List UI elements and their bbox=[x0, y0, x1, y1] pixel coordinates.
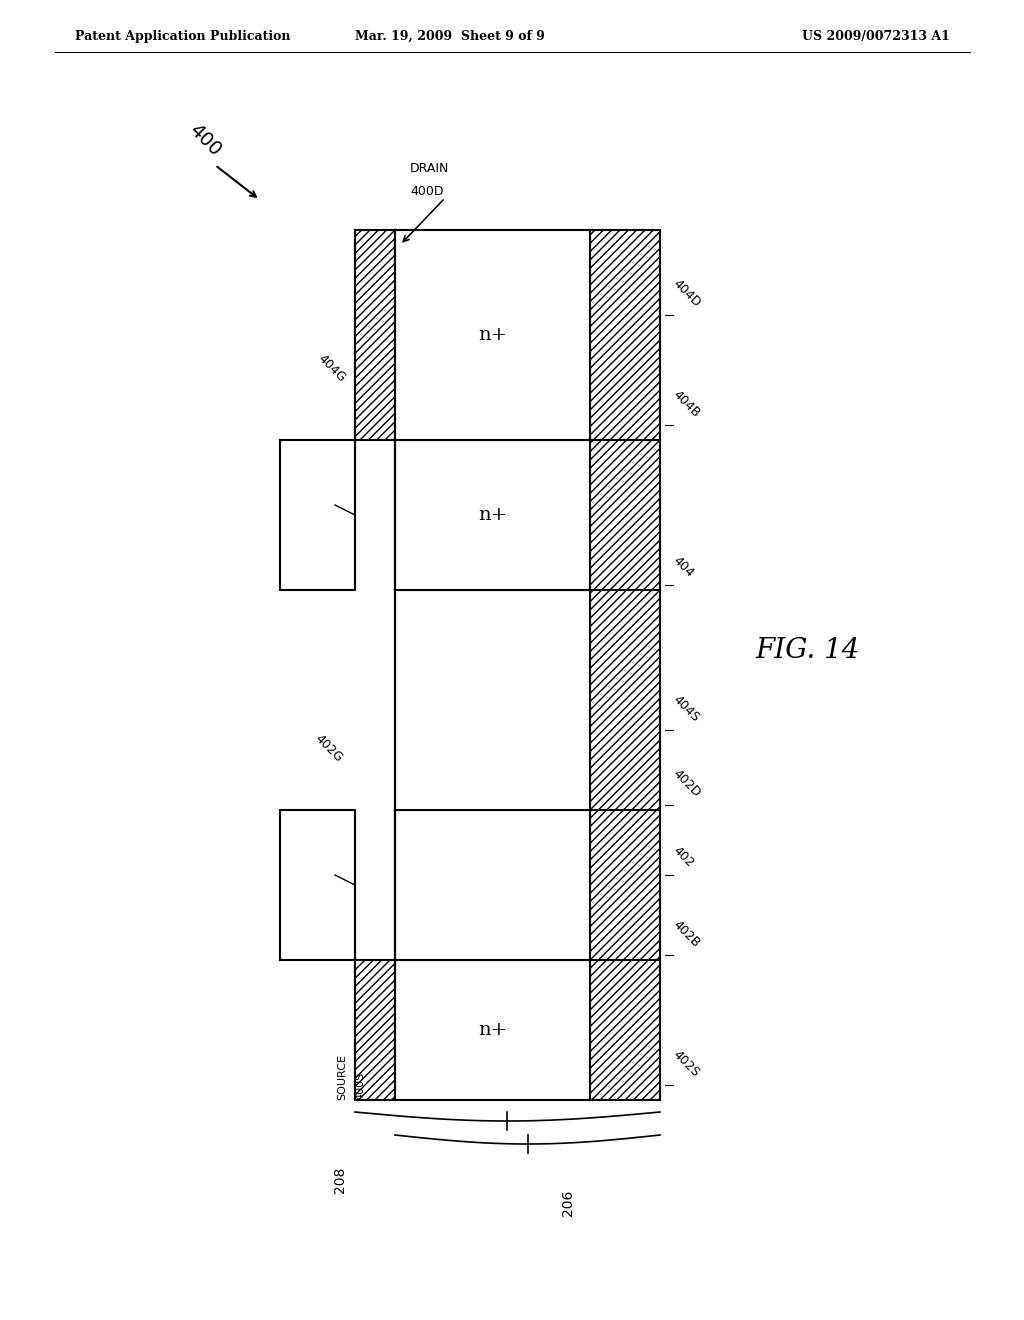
Bar bbox=[395, 590, 590, 810]
Text: DRAIN: DRAIN bbox=[410, 162, 450, 176]
Text: FIG. 14: FIG. 14 bbox=[755, 636, 859, 664]
Text: 402: 402 bbox=[670, 843, 696, 870]
Text: 206: 206 bbox=[560, 1191, 574, 1216]
Text: 402D: 402D bbox=[670, 767, 702, 800]
Text: 404B: 404B bbox=[670, 388, 702, 420]
Bar bbox=[355, 960, 395, 1100]
Bar bbox=[355, 230, 395, 440]
Text: SOURCE: SOURCE bbox=[337, 1053, 347, 1100]
Text: 400: 400 bbox=[185, 120, 224, 160]
Text: 400D: 400D bbox=[410, 185, 443, 198]
Bar bbox=[280, 810, 355, 960]
Bar bbox=[395, 960, 590, 1100]
Bar bbox=[590, 230, 660, 1100]
Bar bbox=[395, 810, 590, 960]
Text: Mar. 19, 2009  Sheet 9 of 9: Mar. 19, 2009 Sheet 9 of 9 bbox=[355, 30, 545, 44]
Text: 402S: 402S bbox=[670, 1048, 701, 1080]
Text: 400S: 400S bbox=[355, 1072, 365, 1100]
Text: n+: n+ bbox=[478, 1020, 507, 1039]
Text: Patent Application Publication: Patent Application Publication bbox=[75, 30, 291, 44]
Text: 402B: 402B bbox=[670, 917, 702, 950]
Bar bbox=[395, 230, 590, 440]
Text: 208: 208 bbox=[333, 1167, 347, 1193]
Text: 404D: 404D bbox=[670, 277, 702, 310]
Text: n+: n+ bbox=[478, 326, 507, 345]
Text: 404G: 404G bbox=[315, 352, 348, 385]
Text: 402G: 402G bbox=[312, 733, 345, 766]
Bar bbox=[395, 440, 590, 590]
Text: US 2009/0072313 A1: US 2009/0072313 A1 bbox=[802, 30, 950, 44]
Bar bbox=[280, 440, 355, 590]
Text: 404S: 404S bbox=[670, 693, 701, 725]
Text: 404: 404 bbox=[670, 554, 696, 579]
Text: n+: n+ bbox=[478, 506, 507, 524]
